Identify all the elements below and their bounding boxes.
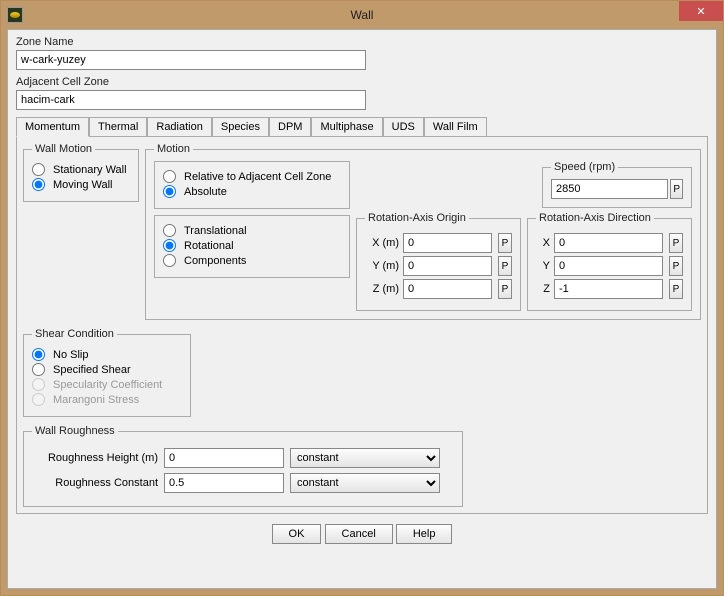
motion-group: Motion Relative to Adjacent Cell Zone Ab… <box>145 143 701 320</box>
origin-z-p-button[interactable]: P <box>498 279 512 299</box>
client-area: Zone Name Adjacent Cell Zone Momentum Th… <box>7 29 717 589</box>
roughness-constant-label: Roughness Constant <box>32 477 158 489</box>
origin-z-input[interactable] <box>403 279 492 299</box>
tab-panel-momentum: Wall Motion Stationary Wall Moving Wall … <box>16 136 708 514</box>
origin-y-input[interactable] <box>403 256 492 276</box>
radio-moving-wall[interactable]: Moving Wall <box>32 178 130 191</box>
origin-y-label: Y (m) <box>365 260 399 272</box>
tab-momentum[interactable]: Momentum <box>16 117 89 137</box>
rotation-direction-legend: Rotation-Axis Direction <box>536 212 654 224</box>
dir-z-input[interactable] <box>554 279 663 299</box>
origin-z-label: Z (m) <box>365 283 399 295</box>
dir-z-label: Z <box>536 283 550 295</box>
shear-condition-group: Shear Condition No Slip Specified Shear … <box>23 328 191 417</box>
roughness-height-label: Roughness Height (m) <box>32 452 158 464</box>
radio-rotational[interactable]: Rotational <box>163 239 341 252</box>
dialog-buttons: OK Cancel Help <box>16 524 708 544</box>
speed-input[interactable] <box>551 179 668 199</box>
origin-x-p-button[interactable]: P <box>498 233 512 253</box>
adjacent-zone-label: Adjacent Cell Zone <box>16 76 708 88</box>
wall-roughness-group: Wall Roughness Roughness Height (m) cons… <box>23 425 463 507</box>
speed-label: Speed (rpm) <box>551 161 618 173</box>
dir-x-p-button[interactable]: P <box>669 233 683 253</box>
tab-radiation[interactable]: Radiation <box>147 117 211 137</box>
tab-wall-film[interactable]: Wall Film <box>424 117 487 137</box>
dir-y-label: Y <box>536 260 550 272</box>
tab-multiphase[interactable]: Multiphase <box>311 117 382 137</box>
rotation-origin-legend: Rotation-Axis Origin <box>365 212 469 224</box>
motion-type-group: Translational Rotational Components <box>154 215 350 278</box>
radio-specified-shear[interactable]: Specified Shear <box>32 363 182 376</box>
roughness-constant-input[interactable] <box>164 473 284 493</box>
dir-y-p-button[interactable]: P <box>669 256 683 276</box>
radio-marangoni: Marangoni Stress <box>32 393 182 406</box>
origin-x-label: X (m) <box>365 237 399 249</box>
zone-name-label: Zone Name <box>16 36 708 48</box>
radio-relative[interactable]: Relative to Adjacent Cell Zone <box>163 170 341 183</box>
help-button[interactable]: Help <box>396 524 453 544</box>
wall-roughness-legend: Wall Roughness <box>32 425 118 437</box>
adjacent-zone-input[interactable] <box>16 90 366 110</box>
tab-uds[interactable]: UDS <box>383 117 424 137</box>
radio-translational[interactable]: Translational <box>163 224 341 237</box>
tab-species[interactable]: Species <box>212 117 269 137</box>
shear-condition-legend: Shear Condition <box>32 328 117 340</box>
dir-x-label: X <box>536 237 550 249</box>
zone-name-input[interactable] <box>16 50 366 70</box>
close-button[interactable]: ✕ <box>679 1 723 21</box>
cancel-button[interactable]: Cancel <box>325 524 393 544</box>
ok-button[interactable]: OK <box>272 524 322 544</box>
rotation-origin-group: Rotation-Axis Origin X (m) P Y (m) P Z (m)… <box>356 212 521 311</box>
origin-y-p-button[interactable]: P <box>498 256 512 276</box>
roughness-height-type-select[interactable]: constant <box>290 448 440 468</box>
roughness-height-input[interactable] <box>164 448 284 468</box>
zone-name-section: Zone Name <box>16 36 708 70</box>
tab-strip: Momentum Thermal Radiation Species DPM M… <box>16 116 708 136</box>
radio-specularity: Specularity Coefficient <box>32 378 182 391</box>
wall-dialog-window: Wall ✕ Zone Name Adjacent Cell Zone Mome… <box>0 0 724 596</box>
radio-components[interactable]: Components <box>163 254 341 267</box>
speed-group: Speed (rpm) P <box>542 161 692 208</box>
origin-x-input[interactable] <box>403 233 492 253</box>
wall-motion-group: Wall Motion Stationary Wall Moving Wall <box>23 143 139 202</box>
wall-motion-legend: Wall Motion <box>32 143 95 155</box>
adjacent-zone-section: Adjacent Cell Zone <box>16 76 708 110</box>
tab-dpm[interactable]: DPM <box>269 117 311 137</box>
radio-absolute[interactable]: Absolute <box>163 185 341 198</box>
close-icon: ✕ <box>696 5 705 18</box>
radio-stationary-wall[interactable]: Stationary Wall <box>32 163 130 176</box>
motion-reference-group: Relative to Adjacent Cell Zone Absolute <box>154 161 350 209</box>
dir-z-p-button[interactable]: P <box>669 279 683 299</box>
roughness-constant-type-select[interactable]: constant <box>290 473 440 493</box>
tab-thermal[interactable]: Thermal <box>89 117 147 137</box>
dir-y-input[interactable] <box>554 256 663 276</box>
radio-no-slip[interactable]: No Slip <box>32 348 182 361</box>
motion-legend: Motion <box>154 143 193 155</box>
titlebar: Wall ✕ <box>1 1 723 29</box>
speed-p-button[interactable]: P <box>670 179 683 199</box>
window-title: Wall <box>1 8 723 22</box>
rotation-direction-group: Rotation-Axis Direction X P Y P Z P <box>527 212 692 311</box>
dir-x-input[interactable] <box>554 233 663 253</box>
